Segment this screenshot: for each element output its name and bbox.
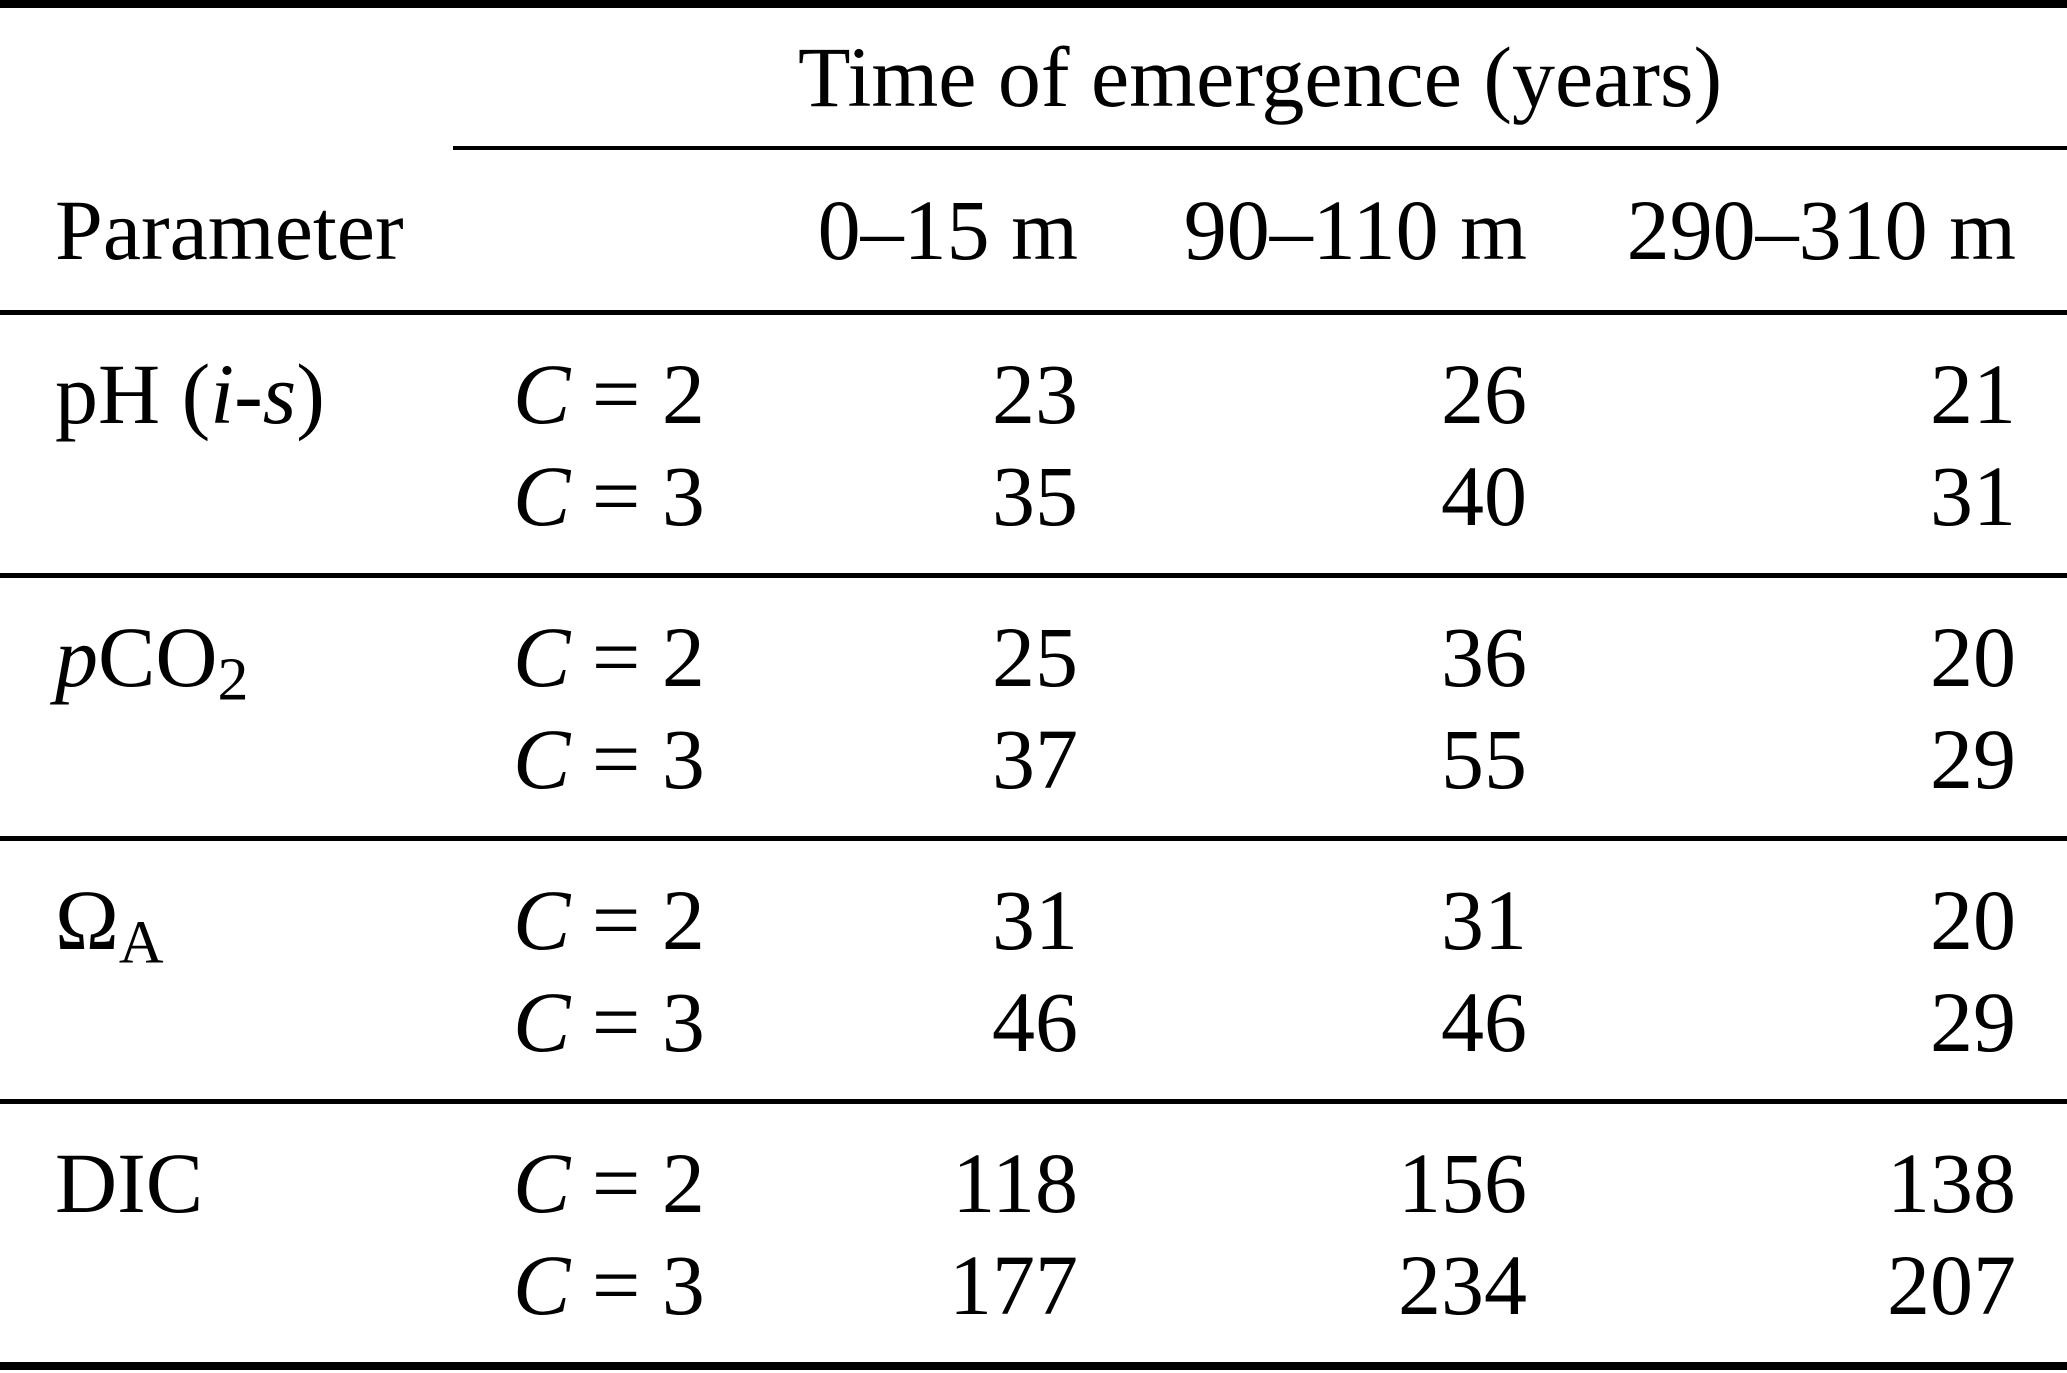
table-row-omega-c3: C = 3 46 46 29 <box>0 971 2067 1104</box>
value-cell: 36 <box>1441 609 1527 705</box>
parameter-label-dic: DIC <box>55 1135 204 1231</box>
table-row-pco2-c2: pCO2 C = 2 25 36 20 <box>0 578 2067 714</box>
table-row-dic-c3: C = 3 177 234 207 <box>0 1234 2067 1370</box>
depth-header-290-310m: 290–310 m <box>1527 150 2067 315</box>
empty-cell <box>0 1234 453 1370</box>
value-cell: 46 <box>763 971 1078 1104</box>
span-header-row: Time of emergence (years) <box>0 8 2067 150</box>
value-cell: 46 <box>1078 971 1527 1104</box>
condition-label: C = 2 <box>513 346 705 442</box>
condition-label: C = 2 <box>513 1135 705 1231</box>
column-header-row: Parameter 0–15 m 90–110 m 290–310 m <box>0 150 2067 315</box>
condition-label: C = 2 <box>513 609 705 705</box>
value-cell: 177 <box>763 1234 1078 1370</box>
parameter-header-cell: Parameter <box>0 150 453 315</box>
value-cell: 207 <box>1527 1234 2067 1370</box>
empty-cell <box>0 971 453 1104</box>
value-cell: 31 <box>992 872 1078 968</box>
condition-header-cell <box>453 150 763 315</box>
value-cell: 20 <box>1930 609 2017 705</box>
empty-cell <box>0 445 453 578</box>
value-cell: 29 <box>1527 708 2067 841</box>
value-cell: 21 <box>1930 346 2017 442</box>
value-cell: 55 <box>1078 708 1527 841</box>
parameter-label-ph: pH (i-s) <box>55 346 325 442</box>
table-row-ph-c2: pH (i-s) C = 2 23 26 21 <box>0 315 2067 445</box>
value-cell: 26 <box>1441 346 1527 442</box>
value-cell: 234 <box>1078 1234 1527 1370</box>
table-row-pco2-c3: C = 3 37 55 29 <box>0 708 2067 841</box>
value-cell: 31 <box>1527 445 2067 578</box>
empty-cell <box>0 708 453 841</box>
parameter-header-label: Parameter <box>55 182 404 278</box>
value-cell: 31 <box>1441 872 1527 968</box>
condition-label: C = 3 <box>453 445 763 578</box>
value-cell: 23 <box>992 346 1078 442</box>
condition-label: C = 3 <box>453 971 763 1104</box>
depth-header-0-15m: 0–15 m <box>763 150 1078 315</box>
span-header-cell: Time of emergence (years) <box>453 8 2067 150</box>
spacer-cell <box>0 8 453 150</box>
value-cell: 29 <box>1527 971 2067 1104</box>
table-row-ph-c3: C = 3 35 40 31 <box>0 445 2067 578</box>
value-cell: 156 <box>1398 1135 1527 1231</box>
value-cell: 40 <box>1078 445 1527 578</box>
condition-label: C = 3 <box>453 1234 763 1370</box>
value-cell: 138 <box>1887 1135 2017 1231</box>
value-cell: 25 <box>992 609 1078 705</box>
condition-label: C = 3 <box>453 708 763 841</box>
condition-label: C = 2 <box>513 872 705 968</box>
table-row-dic-c2: DIC C = 2 118 156 138 <box>0 1104 2067 1234</box>
parameter-label-omega-a: ΩA <box>55 872 164 977</box>
value-cell: 37 <box>763 708 1078 841</box>
span-header-label: Time of emergence (years) <box>797 29 1723 125</box>
value-cell: 118 <box>952 1135 1078 1231</box>
value-cell: 35 <box>763 445 1078 578</box>
table-row-omega-c2: ΩA C = 2 31 31 20 <box>0 841 2067 977</box>
depth-header-90-110m: 90–110 m <box>1078 150 1527 315</box>
value-cell: 20 <box>1930 872 2017 968</box>
parameter-label-pco2: pCO2 <box>55 609 249 714</box>
